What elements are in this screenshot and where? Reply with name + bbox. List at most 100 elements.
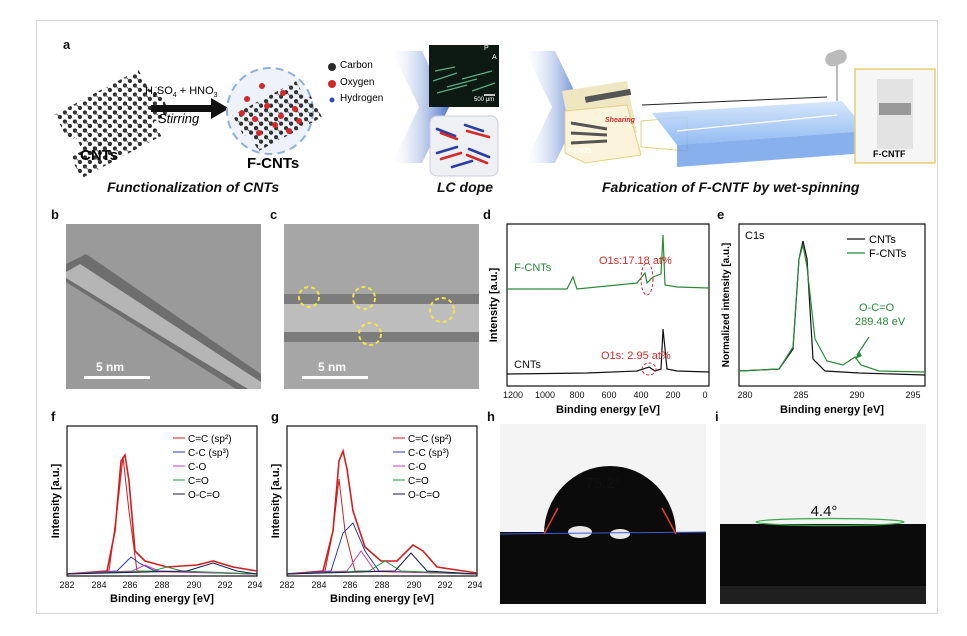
panel-label-f: f xyxy=(51,409,56,424)
envelope-f xyxy=(66,452,258,575)
panel-d-axes xyxy=(506,223,710,387)
tick-d-4: 400 xyxy=(633,390,648,400)
droplet-h xyxy=(544,466,676,534)
legend-f-0: C=C (sp²) xyxy=(188,434,232,445)
comp-g-sp2 xyxy=(286,478,478,575)
series-fcnts-line xyxy=(507,234,710,290)
caption-functionalization: Functionalization of CNTs xyxy=(107,179,280,195)
tick-e-3: 295 xyxy=(905,390,920,400)
panel-g-chart: 282 284 286 288 290 292 294 Binding ener… xyxy=(270,425,482,605)
tick-d-0: 1200 xyxy=(503,390,523,400)
legend-e-cnts: CNTs xyxy=(869,234,896,246)
series-e-cnts-line xyxy=(738,240,926,376)
caption-fabrication: Fabrication of F-CNTF by wet-spinning xyxy=(602,179,860,195)
comp-f-sp2 xyxy=(66,456,258,575)
panel-label-c: c xyxy=(270,207,278,222)
panel-label-b: b xyxy=(51,207,59,222)
legend-g-3: C=O xyxy=(408,476,429,487)
carbon-atom-icon xyxy=(328,63,336,71)
anno-fcnts-text: O1s:17.18 at% xyxy=(599,255,672,267)
panel-e-tag: C1s xyxy=(745,230,765,242)
series-fcnts-label: F-CNTs xyxy=(514,262,552,274)
reagents-label: H2SO4 + HNO3 xyxy=(145,85,218,100)
comp-g-occo xyxy=(286,552,478,575)
reaction-arrow-icon xyxy=(151,98,229,119)
panel-label-h: h xyxy=(487,409,495,424)
tick-e-2: 290 xyxy=(849,390,864,400)
angle-label-i: 4.4° xyxy=(811,503,838,520)
polarizer-a: A xyxy=(492,54,497,61)
legend-oxygen: Oxygen xyxy=(340,77,375,88)
anno-e-line2: 289.48 eV xyxy=(855,316,906,328)
stirring-label: Stirring xyxy=(158,111,200,126)
panel-a-scheme xyxy=(54,45,936,179)
comp-f-c-o xyxy=(66,566,258,575)
anno-cnts-text: O1s: 2.95 at% xyxy=(601,350,671,362)
panel-g-axes xyxy=(286,425,478,577)
oxygen-atom-icon xyxy=(328,80,336,88)
panel-d-ylabel: Intensity [a.u.] xyxy=(488,267,500,342)
cnt-bundle-icon xyxy=(54,69,171,179)
fcnt-bundle-icon xyxy=(226,67,323,155)
comp-g-sp3 xyxy=(286,522,478,575)
panel-e-xlabel: Binding energy [eV] xyxy=(780,404,884,416)
legend-e-fcnts: F-CNTs xyxy=(869,248,907,260)
contact-angle-image-h: 75.2° xyxy=(500,424,706,604)
panel-e-axes xyxy=(738,223,926,387)
tem-image-c: 5 nm xyxy=(284,224,479,389)
panel-label-i: i xyxy=(715,409,719,424)
tick-d-2: 800 xyxy=(569,390,584,400)
tick-e-0: 280 xyxy=(737,390,752,400)
figure-frame: a xyxy=(36,20,938,614)
droplet-i xyxy=(755,517,905,527)
lc-micrograph xyxy=(429,45,499,107)
anno-circle-fcnts xyxy=(640,262,654,296)
panel-g-xlabel: Binding energy [eV] xyxy=(330,593,434,605)
panel-f-xlabel: Binding energy [eV] xyxy=(110,593,214,605)
legend-f-1: C-C (sp³) xyxy=(188,448,229,459)
panel-e-chart: 280 285 290 295 Binding energy [eV] Norm… xyxy=(721,223,926,416)
panel-d-chart: 1200 1000 800 600 400 200 0 Binding ener… xyxy=(488,223,710,416)
legend-f-2: C-O xyxy=(188,462,207,473)
tick-g-2: 286 xyxy=(342,580,357,590)
comp-f-occo xyxy=(66,562,258,575)
tick-d-1: 1000 xyxy=(535,390,555,400)
series-cnts-label: CNTs xyxy=(514,359,541,371)
angle-label-h: 75.2° xyxy=(585,475,620,492)
legend-g-4: O-C=O xyxy=(408,490,440,501)
legend-g-0: C=C (sp²) xyxy=(408,434,452,445)
tick-d-3: 600 xyxy=(601,390,616,400)
cnts-label: CNTs xyxy=(80,147,119,164)
legend-g-2: C-O xyxy=(408,462,427,473)
comp-g-co xyxy=(286,550,478,575)
scale-500: 500 μm xyxy=(474,97,495,103)
legend-hydrogen: Hydrogen xyxy=(340,93,384,104)
tick-d-6: 0 xyxy=(702,390,707,400)
legend-f-3: C=O xyxy=(188,476,209,487)
panel-label-g: g xyxy=(271,409,279,424)
scale-bar-label-b: 5 nm xyxy=(96,360,125,374)
tick-f-5: 292 xyxy=(217,580,232,590)
legend-f-4: O-C=O xyxy=(188,490,220,501)
anno-circle-cnts xyxy=(641,362,657,376)
tick-f-0: 282 xyxy=(59,580,74,590)
tick-g-0: 282 xyxy=(279,580,294,590)
tick-f-6: 294 xyxy=(247,580,262,590)
anno-e-line1: O-C=O xyxy=(859,302,895,314)
fcnts-label: F-CNTs xyxy=(247,155,300,172)
panel-d-xlabel: Binding energy [eV] xyxy=(556,404,660,416)
tick-g-4: 290 xyxy=(406,580,421,590)
panel-g-ylabel: Intensity [a.u.] xyxy=(270,463,282,538)
hydrogen-atom-icon xyxy=(329,97,335,103)
scale-bar-c xyxy=(302,376,368,379)
tick-g-3: 288 xyxy=(374,580,389,590)
tick-f-4: 290 xyxy=(186,580,201,590)
tick-g-5: 292 xyxy=(437,580,452,590)
tick-e-1: 285 xyxy=(793,390,808,400)
panel-label-e: e xyxy=(717,207,725,222)
fcnts-small-label: F-CNTs xyxy=(567,148,592,155)
scale-bar-label-c: 5 nm xyxy=(318,360,347,374)
fcntf-label: F-CNTF xyxy=(873,149,906,159)
tick-f-3: 288 xyxy=(154,580,169,590)
panel-f-chart: 282 284 286 288 290 292 294 Binding ener… xyxy=(50,425,262,605)
